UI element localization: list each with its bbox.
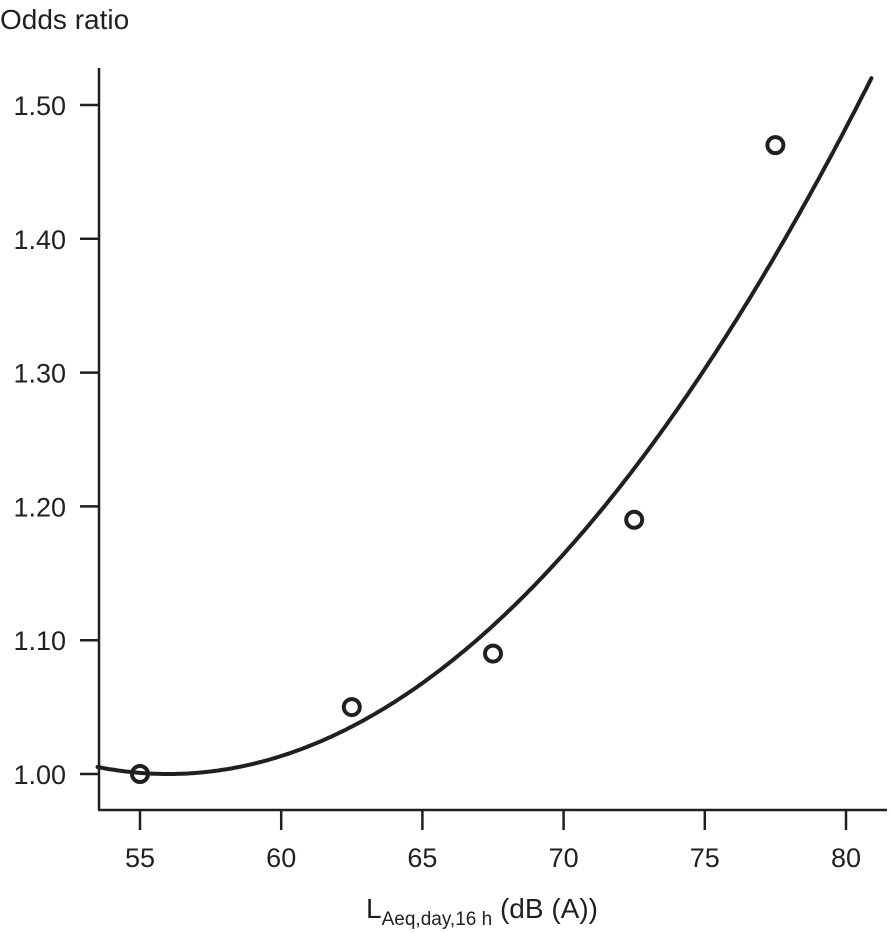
y-axis-title: Odds ratio xyxy=(0,4,129,35)
x-axis-title: LAeq,day,16 h (dB (A)) xyxy=(366,893,598,930)
y-tick-label: 1.20 xyxy=(13,492,66,522)
x-tick-label: 55 xyxy=(125,843,155,873)
y-axis-ticks: 1.00 1.10 1.20 1.30 1.40 1.50 xyxy=(13,91,99,790)
x-tick-label: 80 xyxy=(831,843,861,873)
fitted-curve xyxy=(95,76,874,776)
y-tick-label: 1.30 xyxy=(13,359,66,389)
y-tick-label: 1.50 xyxy=(13,91,66,121)
axes xyxy=(97,68,887,812)
data-point-marker xyxy=(130,764,150,784)
x-axis-title-main: L xyxy=(366,893,382,924)
data-point-marker xyxy=(765,135,786,156)
x-tick-label: 75 xyxy=(690,843,720,873)
x-axis-ticks: 55 60 65 70 75 80 xyxy=(125,810,861,873)
data-point-marker xyxy=(624,509,645,530)
y-tick-label: 1.00 xyxy=(13,760,66,790)
data-point-marker xyxy=(341,697,362,718)
x-tick-label: 60 xyxy=(266,843,296,873)
y-tick-label: 1.40 xyxy=(13,225,66,255)
data-points xyxy=(130,135,786,784)
x-axis-title-subscript: Aeq,day,16 h xyxy=(382,909,493,930)
x-axis-title-suffix: (dB (A)) xyxy=(492,893,598,924)
data-point-marker xyxy=(483,643,503,664)
y-tick-label: 1.10 xyxy=(13,626,66,656)
x-tick-label: 65 xyxy=(407,843,437,873)
x-tick-label: 70 xyxy=(549,843,579,873)
